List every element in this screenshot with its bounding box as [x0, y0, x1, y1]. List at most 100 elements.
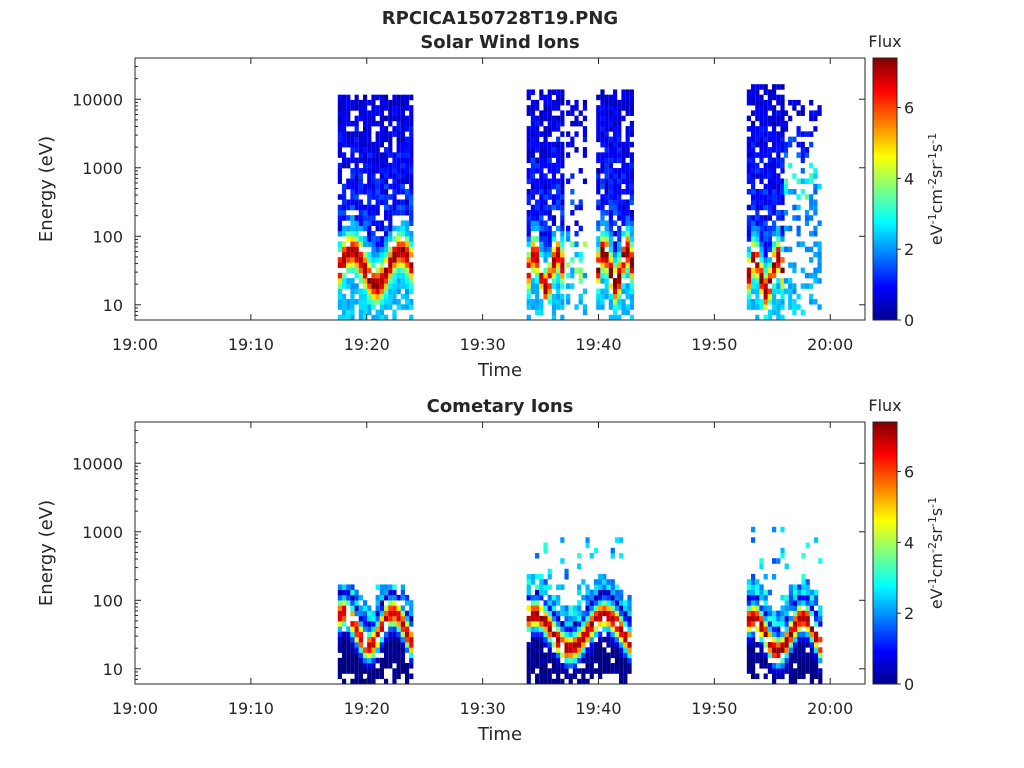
spectrogram-cell	[612, 141, 618, 148]
spectrogram-cell	[396, 668, 401, 674]
spectrogram-cell	[598, 605, 603, 611]
spectrogram-cell	[577, 621, 582, 627]
spectrogram-cell	[400, 189, 405, 195]
spectrogram-cell	[589, 553, 594, 559]
spectrogram-cell	[341, 189, 347, 195]
spectrogram-cell	[763, 236, 768, 242]
spectrogram-cell	[600, 251, 605, 258]
spectrogram-cell	[400, 152, 405, 158]
spectrogram-cell	[530, 278, 536, 284]
spectrogram-cell	[589, 589, 594, 596]
spectrogram-cell	[400, 105, 405, 111]
spectrogram-cell	[804, 209, 810, 216]
spectrogram-cell	[608, 168, 613, 174]
spectrogram-cell	[804, 178, 810, 185]
spectrogram-cell	[543, 141, 548, 148]
colorbar-unit-label: eV-1cm-2sr-1s-1	[926, 497, 947, 609]
spectrogram-cell	[570, 209, 575, 216]
spectrogram-cell	[606, 652, 611, 659]
spectrogram-cell	[759, 657, 764, 664]
spectrogram-cell	[772, 105, 777, 111]
spectrogram-cell	[392, 257, 397, 263]
spectrogram-cell	[772, 183, 777, 190]
spectrogram-cell	[547, 120, 552, 127]
spectrogram-cell	[535, 673, 540, 680]
spectrogram-cell	[400, 657, 405, 664]
spectrogram-cell	[788, 668, 794, 674]
spectrogram-cell	[623, 600, 628, 606]
spectrogram-cell	[551, 105, 557, 111]
spectrogram-cell	[388, 647, 393, 653]
spectrogram-cell	[341, 584, 347, 590]
spectrogram-cell	[396, 631, 401, 638]
spectrogram-cell	[792, 215, 797, 221]
spectrogram-cell	[780, 225, 785, 232]
spectrogram-cell	[772, 272, 777, 279]
spectrogram-cell	[337, 120, 342, 127]
spectrogram-cell	[625, 131, 630, 137]
spectrogram-cell	[568, 663, 573, 669]
spectrogram-cell	[383, 615, 389, 622]
spectrogram-cell	[556, 278, 561, 284]
spectrogram-cell	[383, 168, 389, 174]
spectrogram-cell	[627, 652, 632, 659]
spectrogram-cell	[783, 183, 789, 190]
spectrogram-cell	[809, 657, 815, 664]
spectrogram-cell	[543, 126, 548, 132]
spectrogram-cell	[409, 94, 414, 101]
spectrogram-cell	[608, 204, 613, 211]
spectrogram-cell	[746, 204, 752, 211]
spectrogram-cell	[783, 141, 789, 148]
spectrogram-cell	[788, 262, 793, 268]
spectrogram-cell	[797, 663, 802, 669]
spectrogram-cell	[543, 636, 548, 643]
spectrogram-cell	[608, 241, 613, 247]
spectrogram-cell	[780, 84, 785, 90]
spectrogram-cell	[614, 600, 620, 606]
x-axis: 19:00 19:10 19:20 19:30 19:40 19:50 20:00	[112, 422, 853, 718]
spectrogram-cell	[818, 647, 823, 653]
spectrogram-cell	[763, 605, 768, 611]
spectrogram-cell	[783, 246, 789, 253]
spectrogram-cell	[814, 657, 819, 664]
spectrogram-cell	[755, 94, 760, 101]
spectrogram-cell	[614, 594, 620, 601]
spectrogram-cell	[400, 230, 405, 237]
spectrogram-cell	[818, 673, 823, 680]
spectrogram-cell	[350, 314, 355, 321]
spectrogram-cell	[392, 199, 397, 206]
spectrogram-cell	[581, 626, 586, 632]
spectrogram-cell	[574, 105, 579, 111]
spectrogram-cell	[337, 215, 342, 221]
spectrogram-cell	[608, 136, 613, 143]
spectrogram-cell	[375, 631, 380, 638]
spectrogram-cell	[625, 241, 630, 247]
spectrogram-cell	[350, 652, 355, 659]
spectrogram-cell	[751, 236, 756, 242]
spectrogram-cell	[362, 141, 368, 148]
spectrogram-cell	[409, 272, 414, 279]
spectrogram-cell	[751, 272, 756, 279]
spectrogram-cell	[577, 610, 582, 617]
spectrogram-cell	[629, 110, 634, 116]
spectrogram-cell	[617, 283, 622, 289]
spectrogram-cell	[751, 652, 756, 659]
spectrogram-cell	[751, 120, 756, 127]
spectrogram-cell	[392, 157, 397, 164]
spectrogram-cell	[551, 147, 557, 153]
spectrogram-cell	[619, 636, 624, 643]
spectrogram-cell	[337, 642, 342, 648]
spectrogram-cell	[551, 272, 557, 279]
spectrogram-cell	[375, 194, 380, 200]
spectrogram-cell	[556, 621, 561, 627]
spectrogram-cell	[610, 647, 615, 653]
spectrogram-cell	[805, 663, 810, 669]
spectrogram-cell	[780, 94, 785, 101]
spectrogram-cell	[755, 267, 760, 274]
spectrogram-cell	[367, 626, 372, 632]
spectrogram-cell	[629, 152, 634, 158]
spectrogram-cell	[629, 257, 634, 263]
spectrogram-cell	[341, 642, 347, 648]
spectrogram-cell	[547, 673, 552, 680]
spectrogram-cell	[409, 600, 414, 606]
